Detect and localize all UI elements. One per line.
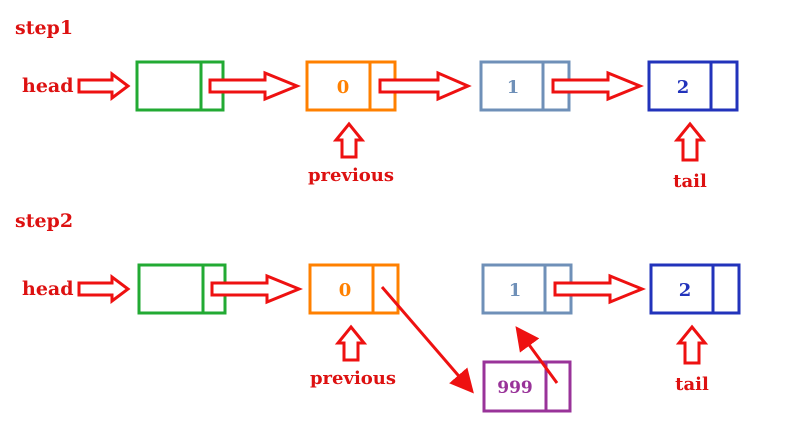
step2-title: step2 [15,210,73,232]
step2-link-arrow-2 [553,273,646,305]
step2-node-1: 1 [481,263,573,315]
step2-node-1-value: 1 [509,280,522,301]
step2-node-0-value: 0 [339,280,352,301]
step1-node-2: 2 [647,60,739,112]
step2-previous-arrow [334,324,368,362]
step1-link-arrow-3 [551,70,644,102]
step1-head-label: head [22,75,74,97]
step2-new-node-value: 999 [497,378,533,398]
step2-link-0-to-999-arrow [380,286,474,394]
step2-tail-arrow [675,324,709,365]
step2-previous-label: previous [310,368,396,389]
step1-node-2-value: 2 [677,77,690,98]
step1-link-arrow-1 [208,70,301,102]
step2-new-node: 999 [482,360,572,413]
step2-node-2-value: 2 [679,280,692,301]
step1-title: step1 [15,17,73,39]
step2-head-label: head [22,278,74,300]
step2-link-arrow-1 [210,273,303,305]
step2-head-arrow [77,274,131,304]
step1-tail-label: tail [673,171,707,192]
step1-previous-arrow [332,121,366,159]
step1-node-0-value: 0 [337,77,350,98]
step1-link-arrow-2 [378,70,472,102]
step2-link-999-to-1-arrow [515,326,559,384]
step1-previous-label: previous [308,165,394,186]
step2-node-2: 2 [649,263,741,315]
step2-tail-label: tail [675,374,709,395]
step1-node-1-value: 1 [507,77,520,98]
step1-head-arrow [77,71,131,101]
step2-node-0: 0 [308,263,400,315]
step1-tail-arrow [673,121,707,162]
